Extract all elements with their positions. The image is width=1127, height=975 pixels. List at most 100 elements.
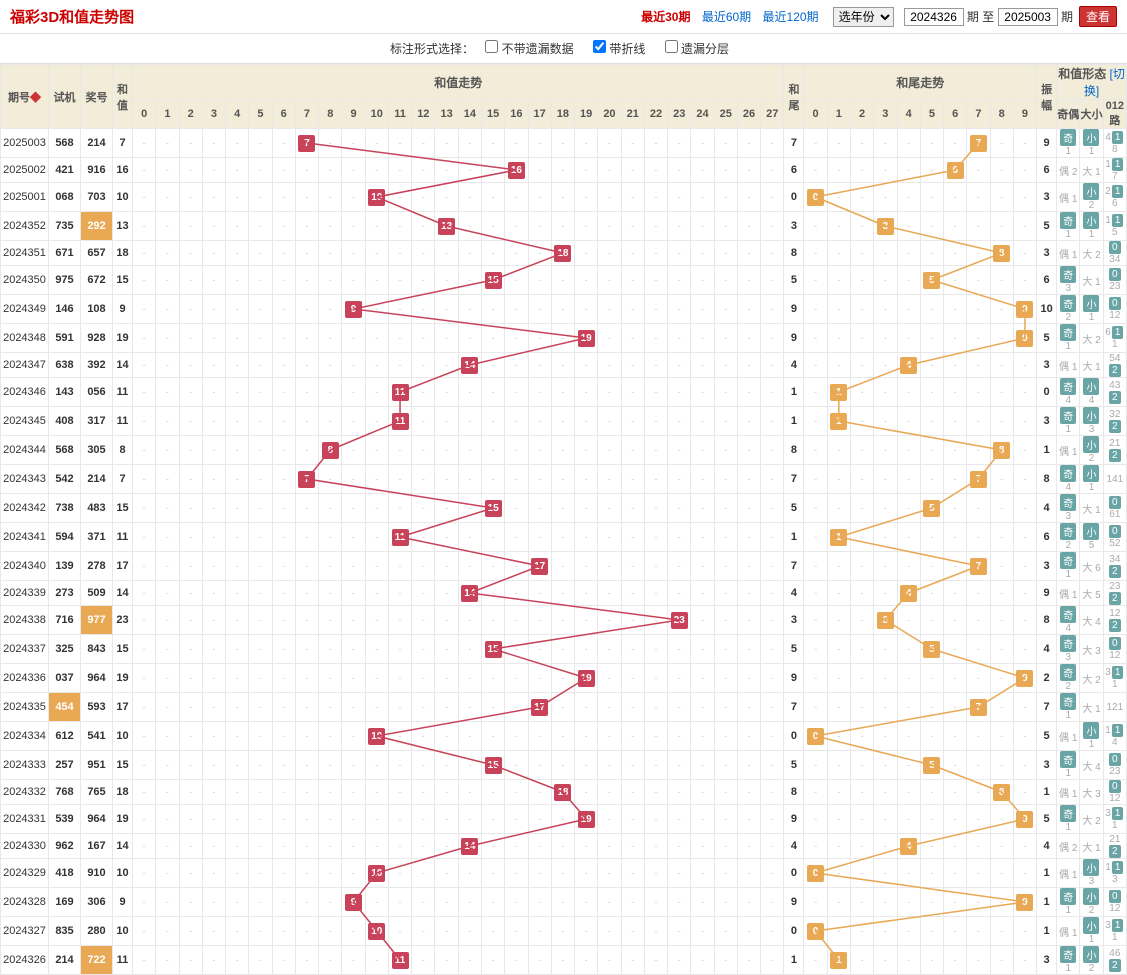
hz-ball: 10	[368, 865, 385, 882]
table-row: 2024330 962 167 14--------------14------…	[1, 834, 1127, 859]
table-row: 2024346 143 056 11-----------11---------…	[1, 378, 1127, 407]
hw-ball: 5	[923, 272, 940, 289]
hw-ball: 7	[970, 558, 987, 575]
table-row: 2025003 568 214 7-------7---------------…	[1, 129, 1127, 158]
link-60[interactable]: 最近60期	[702, 10, 751, 24]
switch-link[interactable]: [切换]	[1084, 67, 1125, 98]
hz-ball: 19	[578, 811, 595, 828]
table-row: 2024326 214 722 11-----------11---------…	[1, 946, 1127, 975]
hz-ball: 18	[554, 245, 571, 262]
table-row: 2024327 835 280 10----------10----------…	[1, 917, 1127, 946]
hw-ball: 9	[1016, 670, 1033, 687]
hw-ball: 0	[807, 728, 824, 745]
view-button[interactable]: 查看	[1079, 6, 1117, 27]
hz-ball: 23	[671, 612, 688, 629]
hw-ball: 1	[830, 529, 847, 546]
table-row: 2024341 594 371 11-----------11---------…	[1, 523, 1127, 552]
year-select[interactable]: 选年份	[833, 7, 894, 27]
th-period[interactable]: 期号◆	[1, 65, 49, 129]
table-row: 2024348 591 928 19-------------------19-…	[1, 324, 1127, 353]
table-row: 2024351 671 657 18------------------18--…	[1, 241, 1127, 266]
hz-ball: 10	[368, 728, 385, 745]
hw-ball: 1	[830, 384, 847, 401]
display-options: 标注形式选择： 不带遗漏数据 带折线 遗漏分层	[0, 34, 1127, 64]
hz-ball: 17	[531, 699, 548, 716]
table-row: 2025001 068 703 10----------10----------…	[1, 183, 1127, 212]
hz-ball: 8	[322, 442, 339, 459]
th-hw-trend: 和尾走势	[804, 65, 1037, 100]
hz-ball: 14	[461, 357, 478, 374]
hz-ball: 11	[392, 413, 409, 430]
hz-ball: 16	[508, 162, 525, 179]
hw-ball: 7	[970, 135, 987, 152]
th-jianghao: 奖号	[81, 65, 113, 129]
period-from-input[interactable]	[904, 8, 964, 26]
hz-ball: 10	[368, 189, 385, 206]
th-hz-form: 和值形态 [切换]	[1057, 65, 1127, 100]
hw-ball: 5	[923, 500, 940, 517]
hw-ball: 1	[830, 413, 847, 430]
hw-ball: 4	[900, 357, 917, 374]
hw-ball: 4	[900, 838, 917, 855]
table-row: 2024352 735 292 13-------------13-------…	[1, 212, 1127, 241]
opt-line[interactable]: 带折线	[593, 42, 645, 56]
table-row: 2024337 325 843 15---------------15-----…	[1, 635, 1127, 664]
th-shiji: 试机	[49, 65, 81, 129]
hw-ball: 7	[970, 699, 987, 716]
hw-ball: 5	[923, 641, 940, 658]
hw-ball: 0	[807, 865, 824, 882]
hw-ball: 8	[993, 442, 1010, 459]
hw-ball: 9	[1016, 330, 1033, 347]
table-row: 2024340 139 278 17-----------------17---…	[1, 552, 1127, 581]
th-hz-trend: 和值走势	[133, 65, 784, 100]
period-range: 期 至 期	[904, 8, 1073, 26]
hz-ball: 18	[554, 784, 571, 801]
hz-ball: 11	[392, 529, 409, 546]
table-row: 2024345 408 317 11-----------11---------…	[1, 407, 1127, 436]
hz-ball: 14	[461, 585, 478, 602]
hz-ball: 14	[461, 838, 478, 855]
table-row: 2024350 975 672 15---------------15-----…	[1, 266, 1127, 295]
th-zhenfu: 振幅	[1037, 65, 1057, 129]
table-row: 2024328 169 306 9---------9-------------…	[1, 888, 1127, 917]
hw-ball: 8	[993, 245, 1010, 262]
th-hewei: 和尾	[784, 65, 804, 129]
table-row: 2024335 454 593 17-----------------17---…	[1, 693, 1127, 722]
hz-ball: 11	[392, 952, 409, 969]
table-row: 2024342 738 483 15---------------15-----…	[1, 494, 1127, 523]
trend-table: 期号◆ 试机 奖号 和值 和值走势 和尾 和尾走势 振幅 和值形态 [切换] 0…	[0, 64, 1127, 975]
link-30[interactable]: 最近30期	[641, 10, 690, 24]
link-120[interactable]: 最近120期	[763, 10, 819, 24]
hw-ball: 3	[877, 612, 894, 629]
table-row: 2024331 539 964 19-------------------19-…	[1, 805, 1127, 834]
hw-ball: 5	[923, 757, 940, 774]
hz-ball: 19	[578, 330, 595, 347]
hz-ball: 10	[368, 923, 385, 940]
period-links: 最近30期 最近60期 最近120期	[637, 8, 822, 25]
hz-ball: 11	[392, 384, 409, 401]
hz-ball: 13	[438, 218, 455, 235]
th-hezhi: 和值	[113, 65, 133, 129]
hz-ball: 15	[485, 272, 502, 289]
table-row: 2024343 542 214 7-------7---------------…	[1, 465, 1127, 494]
table-row: 2024336 037 964 19-------------------19-…	[1, 664, 1127, 693]
opt-no-miss[interactable]: 不带遗漏数据	[485, 42, 573, 56]
table-row: 2024344 568 305 8--------8--------------…	[1, 436, 1127, 465]
hw-ball: 0	[807, 923, 824, 940]
hz-ball: 15	[485, 641, 502, 658]
page-title: 福彩3D和值走势图	[10, 6, 134, 27]
hw-ball: 6	[947, 162, 964, 179]
hw-ball: 1	[830, 952, 847, 969]
hz-ball: 15	[485, 500, 502, 517]
hz-ball: 9	[345, 301, 362, 318]
hw-ball: 9	[1016, 894, 1033, 911]
table-row: 2024332 768 765 18------------------18--…	[1, 780, 1127, 805]
hz-ball: 7	[298, 135, 315, 152]
table-row: 2024339 273 509 14--------------14------…	[1, 581, 1127, 606]
table-row: 2024338 716 977 23----------------------…	[1, 606, 1127, 635]
table-row: 2024334 612 541 10----------10----------…	[1, 722, 1127, 751]
table-row: 2024347 638 392 14--------------14------…	[1, 353, 1127, 378]
period-to-input[interactable]	[998, 8, 1058, 26]
opt-miss-layer[interactable]: 遗漏分层	[665, 42, 729, 56]
hz-ball: 19	[578, 670, 595, 687]
